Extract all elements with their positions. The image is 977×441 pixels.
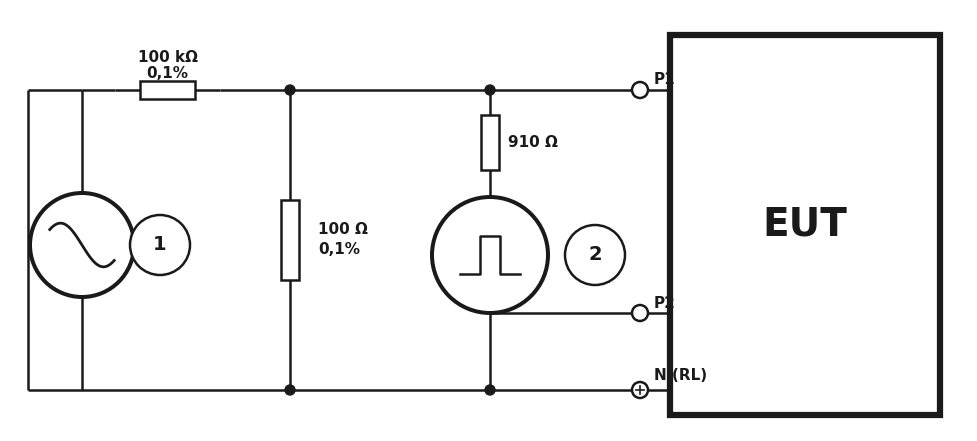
Text: 100 kΩ: 100 kΩ	[138, 51, 197, 66]
Bar	[140, 81, 195, 99]
Text: P2: P2	[654, 295, 676, 310]
Circle shape	[130, 215, 190, 275]
Text: P1: P1	[654, 72, 676, 87]
Bar	[281, 200, 299, 280]
Circle shape	[285, 85, 295, 95]
Bar	[670, 35, 940, 415]
Circle shape	[632, 305, 648, 321]
Text: 2: 2	[588, 246, 602, 265]
Circle shape	[432, 197, 548, 313]
Text: 0,1%: 0,1%	[147, 67, 189, 82]
Text: 100 Ω: 100 Ω	[318, 223, 368, 238]
Circle shape	[632, 382, 648, 398]
Circle shape	[285, 385, 295, 395]
Bar	[481, 115, 499, 170]
Text: N (RL): N (RL)	[654, 369, 707, 384]
Circle shape	[30, 193, 134, 297]
Circle shape	[485, 85, 495, 95]
Text: 910 Ω: 910 Ω	[508, 135, 558, 150]
Circle shape	[485, 385, 495, 395]
Text: 0,1%: 0,1%	[318, 243, 360, 258]
Text: EUT: EUT	[763, 206, 847, 244]
Text: 1: 1	[153, 235, 167, 254]
Circle shape	[632, 82, 648, 98]
Circle shape	[565, 225, 625, 285]
